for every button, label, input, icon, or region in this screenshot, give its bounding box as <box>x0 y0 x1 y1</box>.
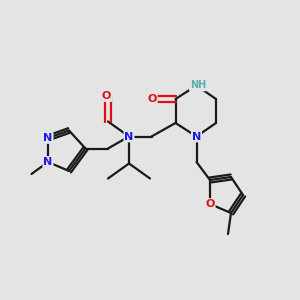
Text: O: O <box>147 94 157 104</box>
Text: O: O <box>205 199 215 209</box>
Text: N: N <box>44 133 52 143</box>
Text: N: N <box>192 131 201 142</box>
Text: N: N <box>124 131 134 142</box>
Text: O: O <box>102 91 111 101</box>
Text: NH: NH <box>190 80 206 91</box>
Text: N: N <box>44 157 52 167</box>
